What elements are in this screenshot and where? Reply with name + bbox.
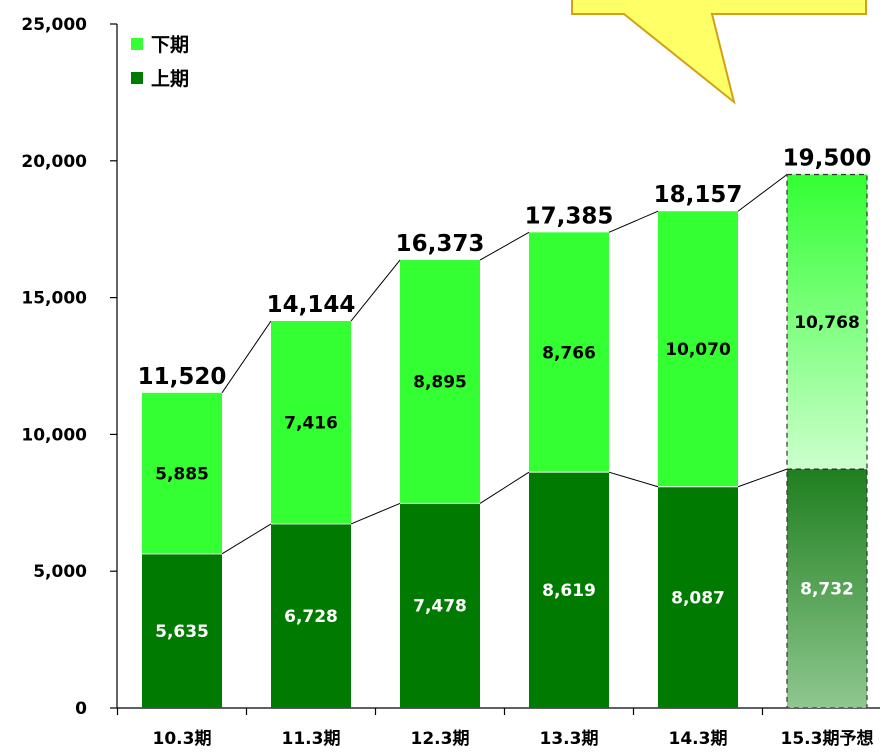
connector-first-half (479, 471, 530, 504)
y-tick-label: 20,000 (21, 152, 87, 172)
connector-first-half (221, 523, 272, 555)
label-first-half: 8,087 (671, 588, 725, 608)
label-second-half: 8,895 (413, 373, 467, 393)
y-tick-label: 0 (75, 699, 87, 719)
label-second-half: 7,416 (284, 413, 338, 433)
label-second-half: 5,885 (155, 464, 209, 484)
connector-first-half (350, 502, 401, 525)
bar-first-half (271, 523, 351, 708)
label-first-half: 7,478 (413, 597, 467, 617)
connector-lines (221, 174, 788, 555)
legend-swatch (131, 38, 143, 50)
y-tick-label: 5,000 (33, 562, 87, 582)
label-second-half: 8,766 (542, 343, 596, 363)
label-total: 19,500 (783, 145, 872, 171)
bars (142, 173, 868, 709)
connector-total (608, 210, 659, 233)
bar-first-half (786, 468, 868, 709)
label-first-half: 8,619 (542, 581, 596, 601)
bar-first-half (658, 486, 738, 708)
legend-swatch (131, 72, 143, 84)
label-total: 11,520 (138, 364, 227, 390)
y-tick-label: 10,000 (21, 425, 87, 445)
y-tick-label: 25,000 (21, 15, 87, 35)
x-tick-label: 10.3期 (153, 729, 212, 749)
connector-first-half (737, 468, 788, 488)
y-tick-label: 15,000 (21, 289, 87, 309)
connector-total (221, 320, 272, 394)
x-tick-label: 11.3期 (282, 729, 341, 749)
connector-total (737, 174, 788, 212)
bar-second-half (786, 173, 868, 470)
label-first-half: 6,728 (284, 607, 338, 627)
label-total: 16,373 (396, 231, 485, 257)
bar-second-half (400, 260, 480, 504)
data-labels: 5,635 5,885 11,520 6,728 7,416 14,144 7,478 8,8… (138, 145, 872, 641)
label-total: 17,385 (525, 203, 614, 229)
connector-total (479, 231, 530, 261)
x-tick-label: 15.3期予想 (781, 728, 874, 749)
label-first-half: 8,732 (800, 580, 854, 600)
connector-total (350, 259, 401, 322)
legend-label: 下期 (151, 34, 189, 56)
bar-second-half (658, 211, 738, 487)
bar-second-half (142, 392, 222, 554)
bar-second-half (529, 232, 609, 473)
axes: 0 5,000 10,000 15,000 20,000 25,000 10.3期 11.3期… (21, 15, 880, 749)
bar-first-half (400, 503, 480, 708)
legend-label: 上期 (151, 68, 189, 90)
callout-bubble (571, 0, 867, 105)
label-total: 18,157 (654, 182, 743, 208)
x-tick-label: 12.3期 (411, 729, 470, 749)
x-tick-label: 14.3期 (669, 729, 728, 749)
connector-first-half (608, 471, 659, 488)
bar-first-half (142, 553, 222, 708)
label-second-half: 10,070 (665, 340, 731, 360)
bar-first-half (529, 472, 609, 708)
x-tick-label: 13.3期 (540, 729, 599, 749)
label-total: 14,144 (267, 292, 356, 318)
bar-second-half (271, 321, 351, 524)
label-second-half: 10,768 (794, 313, 860, 333)
label-first-half: 5,635 (155, 622, 209, 642)
